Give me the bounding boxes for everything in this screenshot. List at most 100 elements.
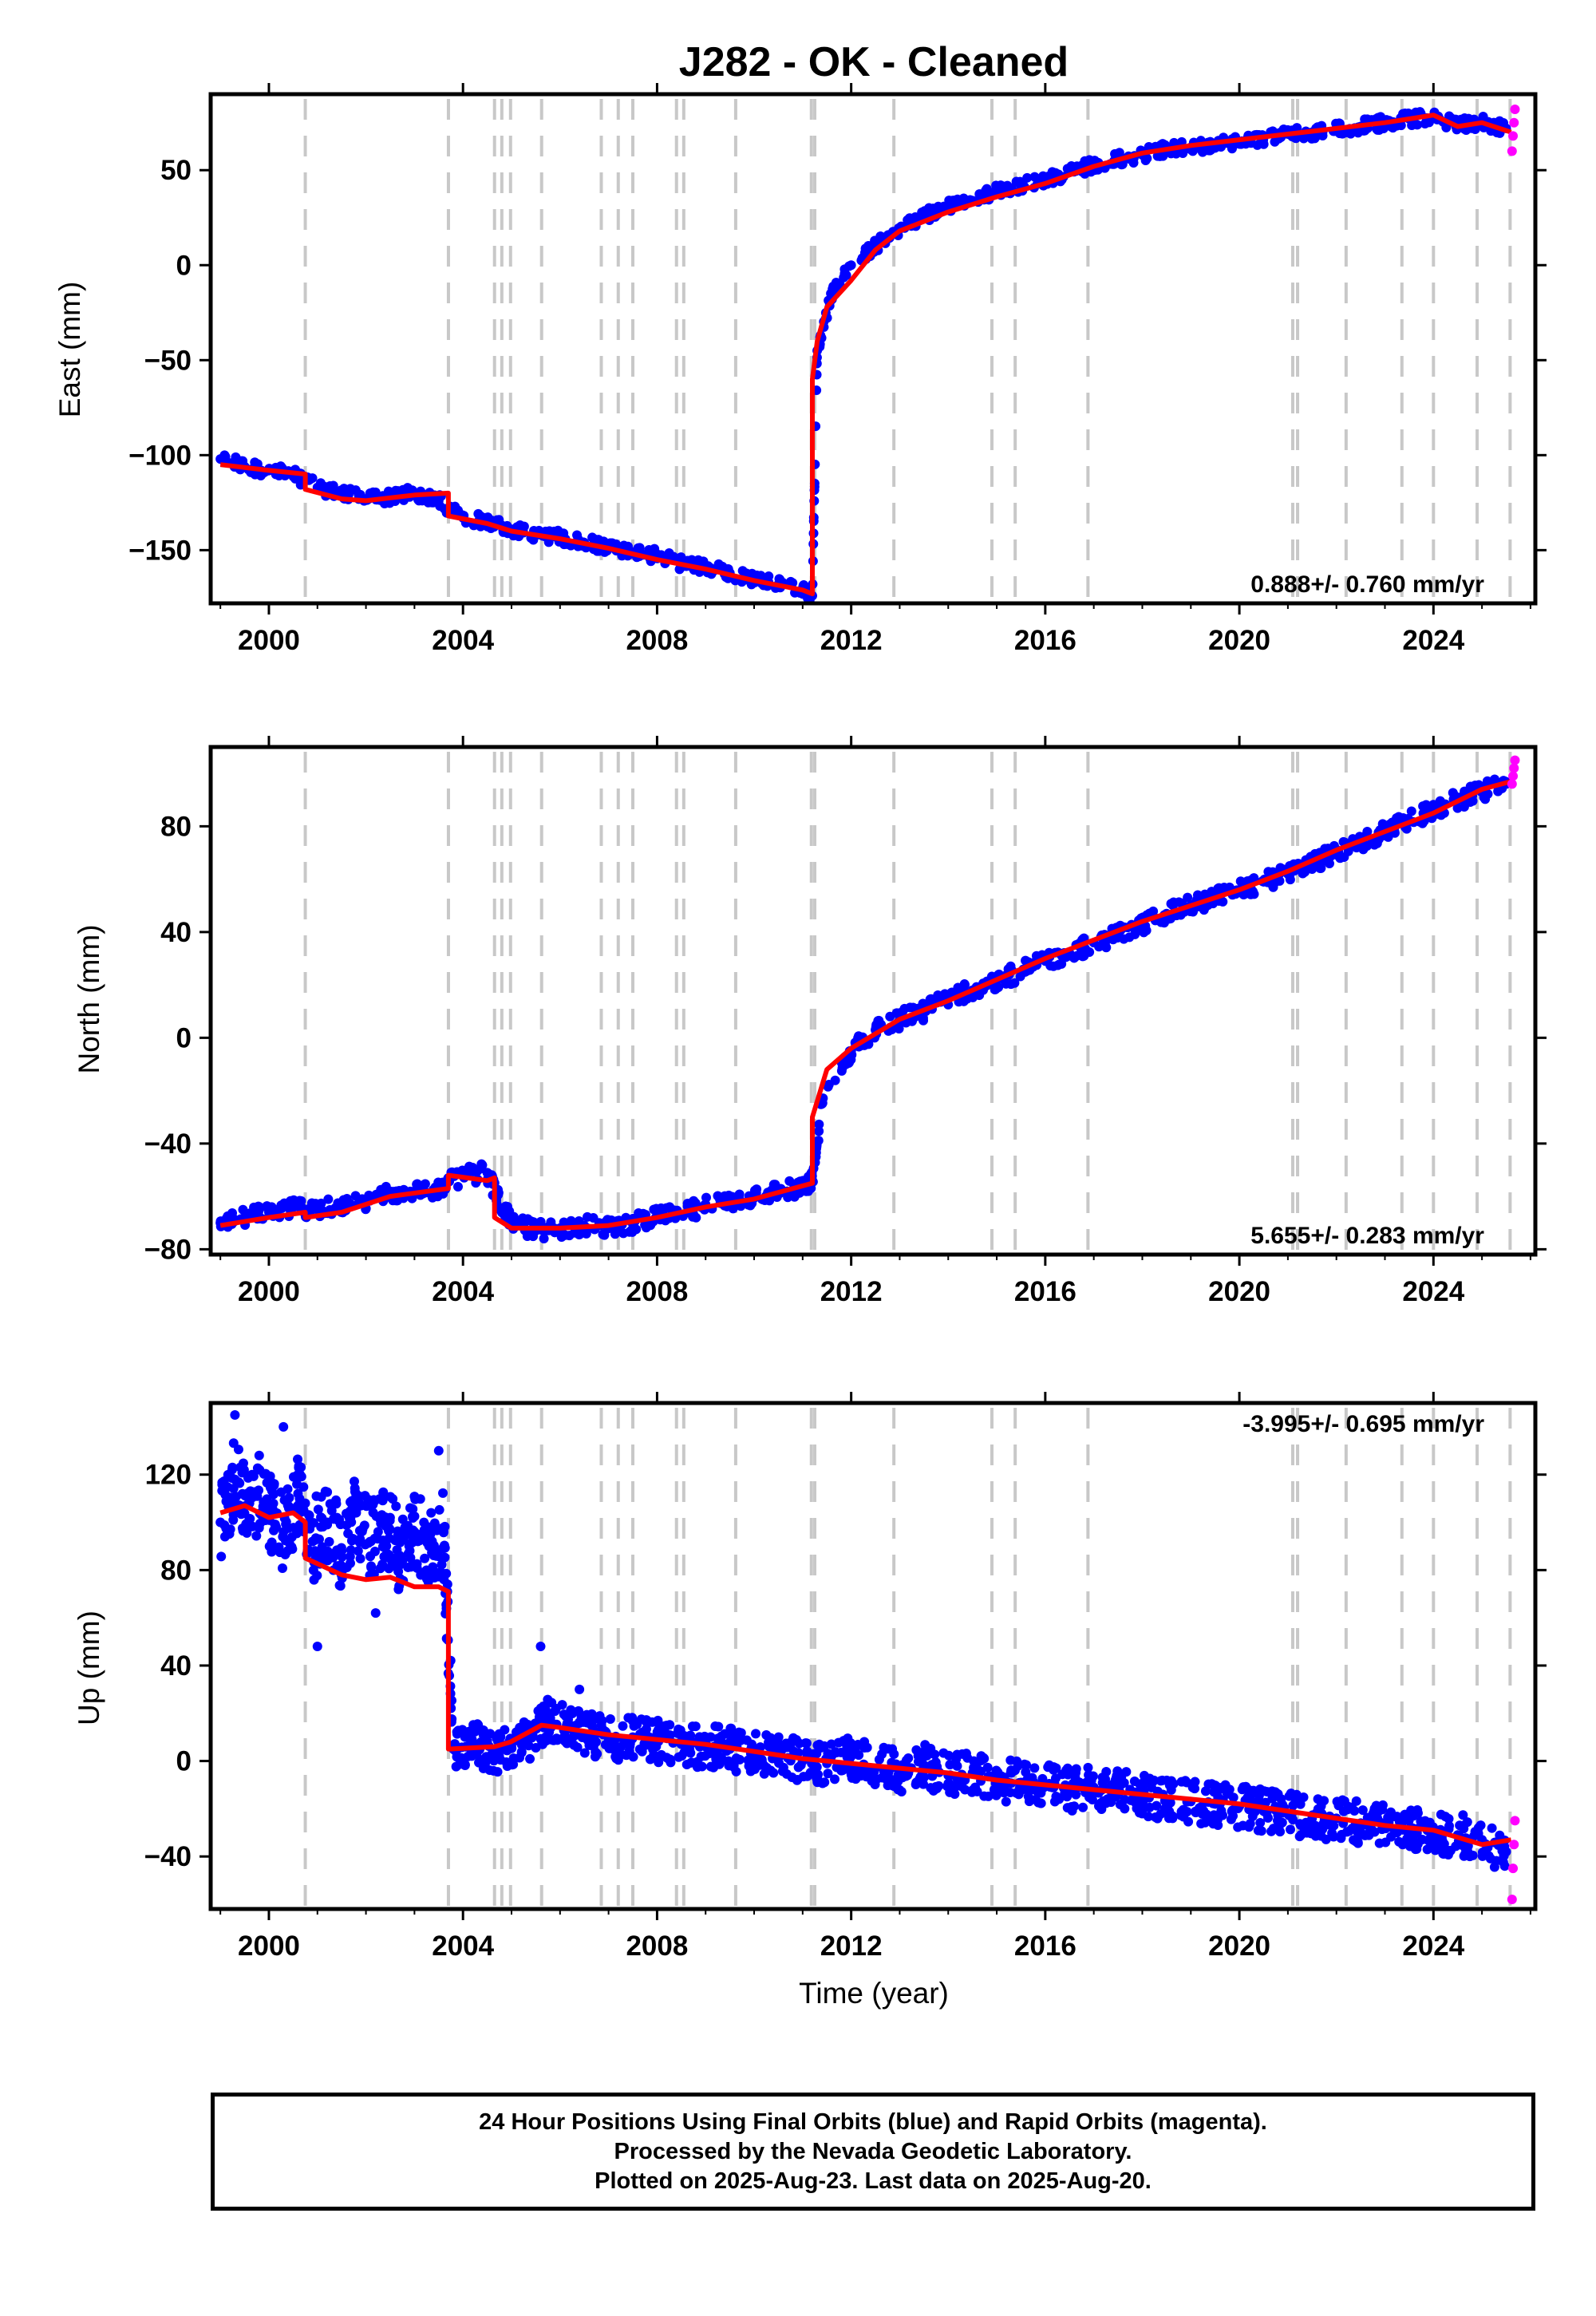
final-point [713,1721,724,1732]
final-point [237,1468,247,1478]
final-point [289,1195,299,1205]
final-point [251,1531,262,1541]
final-point [1205,145,1215,156]
final-point [1349,1835,1359,1845]
final-point [395,1551,405,1561]
final-point [579,1748,590,1758]
model-line [219,779,1512,1231]
final-point [994,982,1004,993]
final-point [245,1514,255,1524]
final-point [1140,1779,1150,1789]
final-point [784,1176,795,1186]
final-point [1005,961,1016,971]
final-point [384,1526,394,1536]
final-point [283,1501,294,1512]
final-point [346,1545,356,1555]
final-point [560,1230,571,1240]
final-point [679,1748,689,1758]
x-tick-label: 2008 [626,625,688,656]
final-point [691,1212,701,1223]
final-point [385,1492,396,1502]
final-point [884,1773,895,1784]
final-point [1274,1822,1284,1832]
final-point [403,1548,413,1559]
footer-line-processed: Processed by the Nevada Geodetic Laborat… [614,2138,1132,2164]
rapid-point [1508,771,1519,781]
final-point [1029,1763,1040,1773]
final-point [480,1758,491,1769]
final-point [1499,1861,1510,1871]
final-point [247,1469,257,1480]
final-point [284,1492,294,1503]
final-point [896,1786,907,1796]
final-point [280,1535,290,1546]
final-point [812,1777,823,1788]
final-point [764,571,774,582]
final-point [1377,819,1388,829]
final-point [566,1706,576,1717]
final-point [252,1208,263,1219]
final-point [653,1715,663,1725]
final-point [263,1207,274,1217]
final-point [1392,1812,1402,1822]
final-point [1192,890,1203,900]
final-point [1315,863,1325,873]
x-axis-label: Time (year) [799,1977,949,2010]
final-point [979,1791,990,1801]
final-point [1392,1828,1402,1838]
east-plot-layer: 50 0 −50 −100 −150 2000 2004 2008 2012 2016 2020 20… [128,83,1547,656]
final-point [215,1517,226,1528]
east-rate-label: 0.888+/- 0.760 mm/yr [1250,571,1484,598]
final-point [952,1761,962,1771]
final-point [1290,1795,1301,1805]
final-point [233,1445,243,1455]
final-point [1022,172,1033,183]
x-tick-label: 2024 [1402,625,1464,656]
final-point [268,1498,279,1508]
final-point [1179,1777,1189,1787]
final-point [335,1581,346,1591]
final-point [788,1746,799,1757]
final-point [1464,113,1474,124]
final-point [1199,889,1210,899]
final-point [1162,1801,1172,1812]
final-point [883,1744,894,1754]
final-point [1362,1812,1373,1823]
final-point [1187,1782,1198,1792]
final-point [976,1766,986,1777]
final-point [918,998,928,1009]
x-tick-label: 2016 [1014,625,1077,656]
final-point [1166,899,1176,909]
final-point [265,1471,275,1481]
final-point [331,1499,342,1509]
final-point [734,1189,745,1199]
final-point [943,201,954,211]
final-point [830,1075,840,1085]
final-point [282,1484,293,1494]
final-point [412,1563,422,1573]
final-point [714,1194,725,1204]
final-point [531,1742,541,1753]
final-point [322,1487,333,1497]
final-point [377,1496,388,1506]
final-point [305,1203,315,1213]
east-frame [208,92,1538,606]
final-point [817,1099,828,1109]
final-point [546,1217,556,1227]
final-point [294,1500,304,1510]
final-point [267,1486,277,1496]
final-point [1246,889,1256,899]
final-point [1215,1783,1225,1793]
final-point [298,1482,309,1492]
x-tick-label: 2024 [1402,1931,1464,1962]
rapid-point [1509,1840,1519,1850]
final-point [525,1753,535,1764]
x-tick-label: 2004 [432,1931,494,1962]
final-point [249,1487,259,1497]
final-point [920,1740,930,1750]
outlier-point [279,1421,289,1432]
final-point [1101,1767,1112,1777]
final-point [369,1495,379,1505]
final-point [409,1512,420,1522]
final-point [293,1488,303,1499]
